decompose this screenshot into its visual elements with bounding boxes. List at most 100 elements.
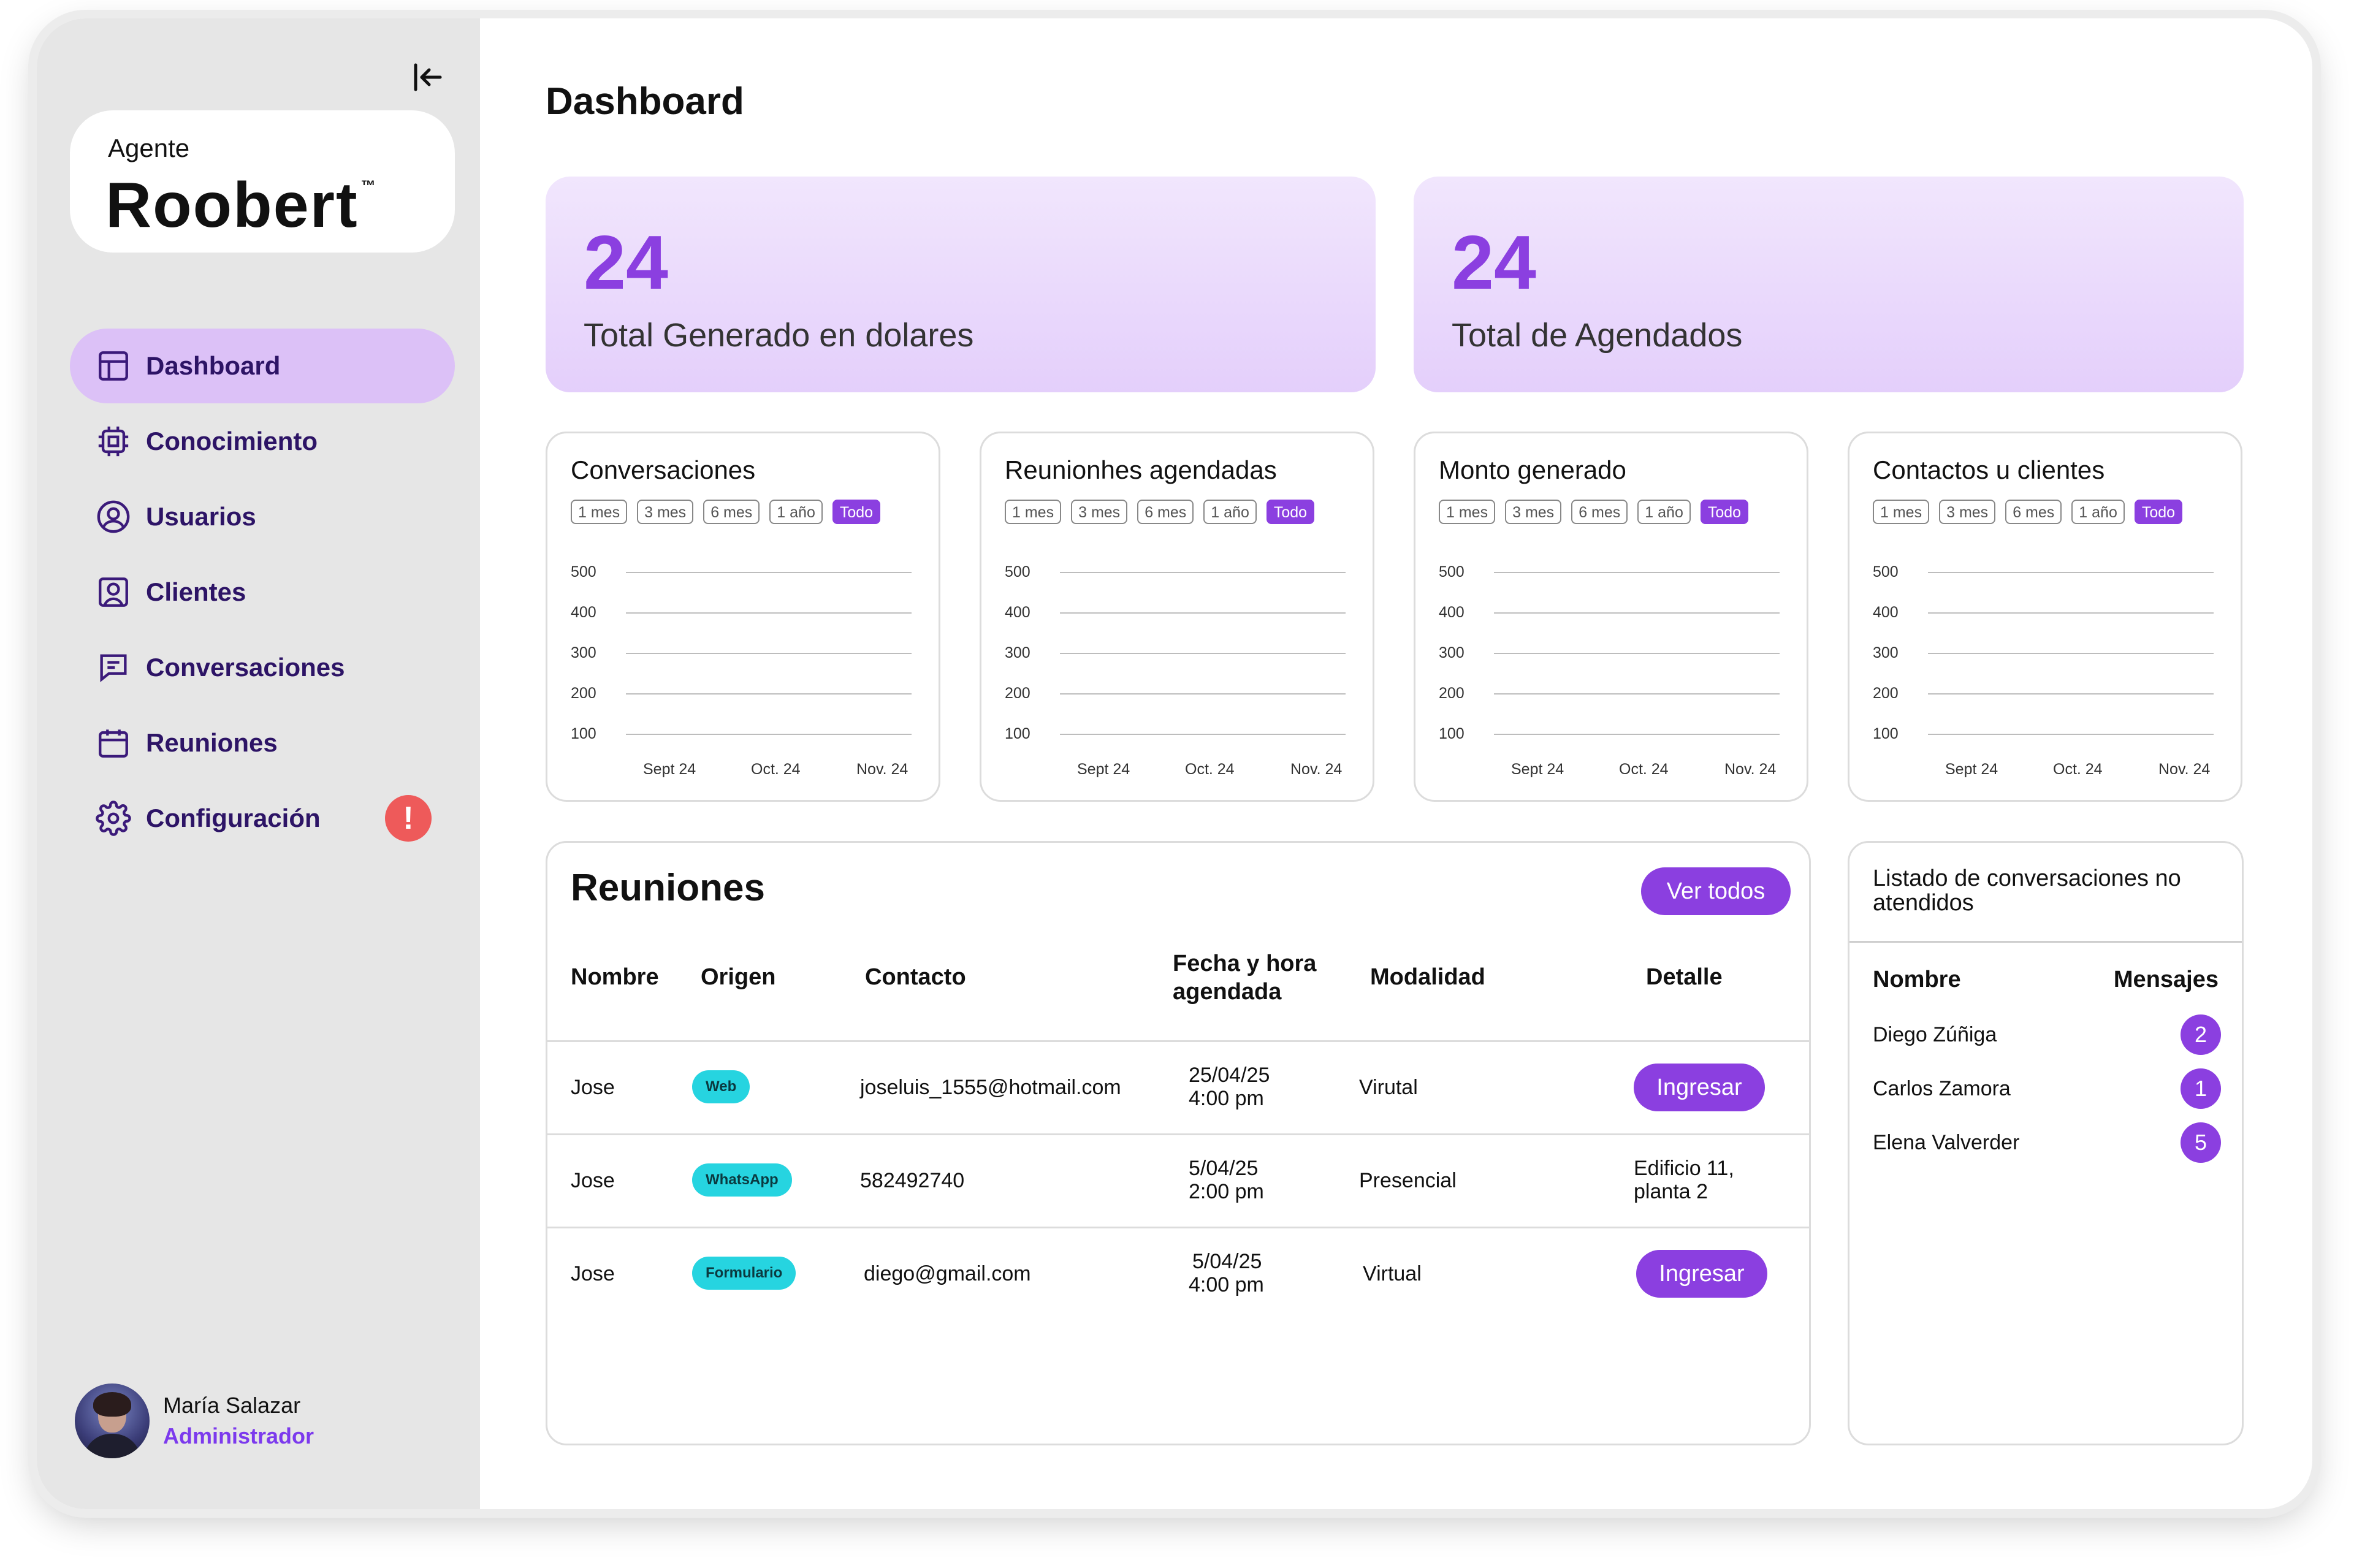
grid-line [1494, 734, 1780, 735]
range-button[interactable]: 3 mes [1071, 500, 1128, 524]
x-tick-label: Nov. 24 [1724, 761, 1777, 778]
range-selector: 1 mes 3 mes 6 mes 1 año Todo [571, 500, 881, 524]
grid-line [1494, 572, 1780, 573]
calendar-icon [99, 729, 128, 758]
sidebar-item-dashboard[interactable]: Dashboard [70, 329, 455, 403]
chat-icon [100, 654, 127, 682]
y-tick-label: 500 [1439, 563, 1465, 580]
sidebar-item-label: Dashboard [146, 351, 281, 380]
range-button[interactable]: 6 mes [1137, 500, 1194, 524]
collapse-sidebar-icon[interactable] [402, 53, 451, 102]
sidebar-item-reuniones[interactable]: Reuniones [70, 706, 455, 780]
range-button[interactable]: 1 mes [1873, 500, 1930, 524]
chart-title: Monto generado [1439, 455, 1626, 484]
cell-modality: Virtual [1363, 1262, 1422, 1285]
cell-contact: 582492740 [860, 1169, 965, 1192]
range-button[interactable]: 1 año [2071, 500, 2125, 524]
sidebar-nav: Dashboard Conocimiento Usuarios Clientes… [70, 329, 455, 856]
range-button[interactable]: 1 mes [1439, 500, 1496, 524]
grid-line [1928, 653, 2214, 654]
user-profile[interactable]: María Salazar Administrador [75, 1383, 314, 1459]
meetings-title: Reuniones [571, 867, 765, 909]
cell-modality: Presencial [1359, 1169, 1457, 1192]
user-circle-icon [97, 500, 130, 533]
grid-line [1928, 612, 2214, 614]
range-button[interactable]: 1 mes [1005, 500, 1062, 524]
grid-line [626, 734, 912, 735]
chart-card: Contactos u clientes 1 mes 3 mes 6 mes 1 año… [1848, 432, 2242, 802]
gear-icon [96, 801, 131, 836]
chart-title: Contactos u clientes [1873, 455, 2105, 484]
sidebar-item-conocimiento[interactable]: Conocimiento [70, 404, 455, 479]
message-count-badge: 2 [2181, 1014, 2221, 1055]
grid-line [626, 612, 912, 614]
app-window: Agente Roobert ™ Dashboard Conocimiento U… [37, 18, 2312, 1509]
y-tick-label: 200 [1005, 685, 1030, 702]
range-button[interactable]: 1 mes [571, 500, 628, 524]
cell-modality: Virutal [1359, 1076, 1418, 1099]
cell-contact: joseluis_1555@hotmail.com [860, 1076, 1121, 1099]
column-header: Detalle [1646, 964, 1723, 990]
row-divider [547, 1227, 1809, 1228]
grid-line [1928, 693, 2214, 695]
y-tick-label: 300 [1439, 644, 1465, 661]
range-button[interactable]: Todo [1700, 500, 1749, 524]
range-button[interactable]: 1 año [769, 500, 823, 524]
sidebar-item-configuracion[interactable]: Configuración ! [70, 781, 455, 856]
sidebar-item-label: Reuniones [146, 728, 278, 757]
range-button[interactable]: 3 mes [637, 500, 694, 524]
y-tick-label: 500 [571, 563, 596, 580]
row-divider [547, 1133, 1809, 1135]
sidebar-item-clientes[interactable]: Clientes [70, 555, 455, 630]
chart-card: Monto generado 1 mes 3 mes 6 mes 1 año Todo 50… [1414, 432, 1808, 802]
logo-trademark: ™ [360, 178, 377, 194]
range-button[interactable]: Todo [1266, 500, 1315, 524]
meetings-card: Reuniones Ver todos Nombre Origen Contac… [546, 841, 1811, 1445]
cell-date: 5/04/25 [1189, 1157, 1259, 1180]
x-tick-label: Sept 24 [1077, 761, 1130, 778]
range-button[interactable]: 1 año [1637, 500, 1691, 524]
view-all-button[interactable]: Ver todos [1641, 867, 1791, 915]
y-tick-label: 300 [1873, 644, 1899, 661]
grid-line [1494, 612, 1780, 614]
unattended-title: Listado de conversaciones no atendidos [1873, 866, 2181, 916]
grid-line [1060, 693, 1346, 695]
cell-time: 4:00 pm [1189, 1087, 1264, 1110]
x-tick-label: Sept 24 [643, 761, 696, 778]
join-meeting-button[interactable]: Ingresar [1634, 1064, 1765, 1111]
range-button[interactable]: Todo [2134, 500, 2183, 524]
message-count-badge: 1 [2181, 1068, 2221, 1109]
sidebar: Agente Roobert ™ Dashboard Conocimiento U… [37, 18, 480, 1509]
y-tick-label: 300 [571, 644, 596, 661]
range-button[interactable]: 3 mes [1505, 500, 1562, 524]
chart-title: Conversaciones [571, 455, 756, 484]
range-button[interactable]: 1 año [1203, 500, 1257, 524]
grid-line [1494, 653, 1780, 654]
x-tick-label: Sept 24 [1945, 761, 1998, 778]
x-tick-label: Nov. 24 [856, 761, 908, 778]
range-button[interactable]: Todo [832, 500, 881, 524]
sidebar-item-label: Configuración [146, 804, 321, 832]
cell-contact: diego@gmail.com [864, 1262, 1031, 1285]
logo-name: Roobert [105, 170, 359, 241]
sidebar-item-usuarios[interactable]: Usuarios [70, 479, 455, 554]
stat-card-total-generado: 24 Total Generado en dolares [546, 177, 1376, 392]
grid-line [1060, 653, 1346, 654]
range-button[interactable]: 3 mes [1939, 500, 1996, 524]
range-button[interactable]: 6 mes [703, 500, 760, 524]
sidebar-item-label: Conocimiento [146, 427, 318, 455]
unattended-conversations-card: Listado de conversaciones no atendidos N… [1848, 841, 2244, 1445]
grid-line [626, 572, 912, 573]
cell-name: Jose [571, 1076, 615, 1099]
sidebar-item-conversaciones[interactable]: Conversaciones [70, 630, 455, 705]
row-divider [547, 1040, 1809, 1042]
cell-name: Jose [571, 1169, 615, 1192]
grid-line [1060, 612, 1346, 614]
origin-tag: WhatsApp [692, 1163, 792, 1197]
range-button[interactable]: 6 mes [1571, 500, 1628, 524]
stat-card-total-agendados: 24 Total de Agendados [1414, 177, 2244, 392]
join-meeting-button[interactable]: Ingresar [1636, 1250, 1767, 1298]
grid-line [1060, 572, 1346, 573]
range-button[interactable]: 6 mes [2005, 500, 2062, 524]
grid-line [626, 693, 912, 695]
